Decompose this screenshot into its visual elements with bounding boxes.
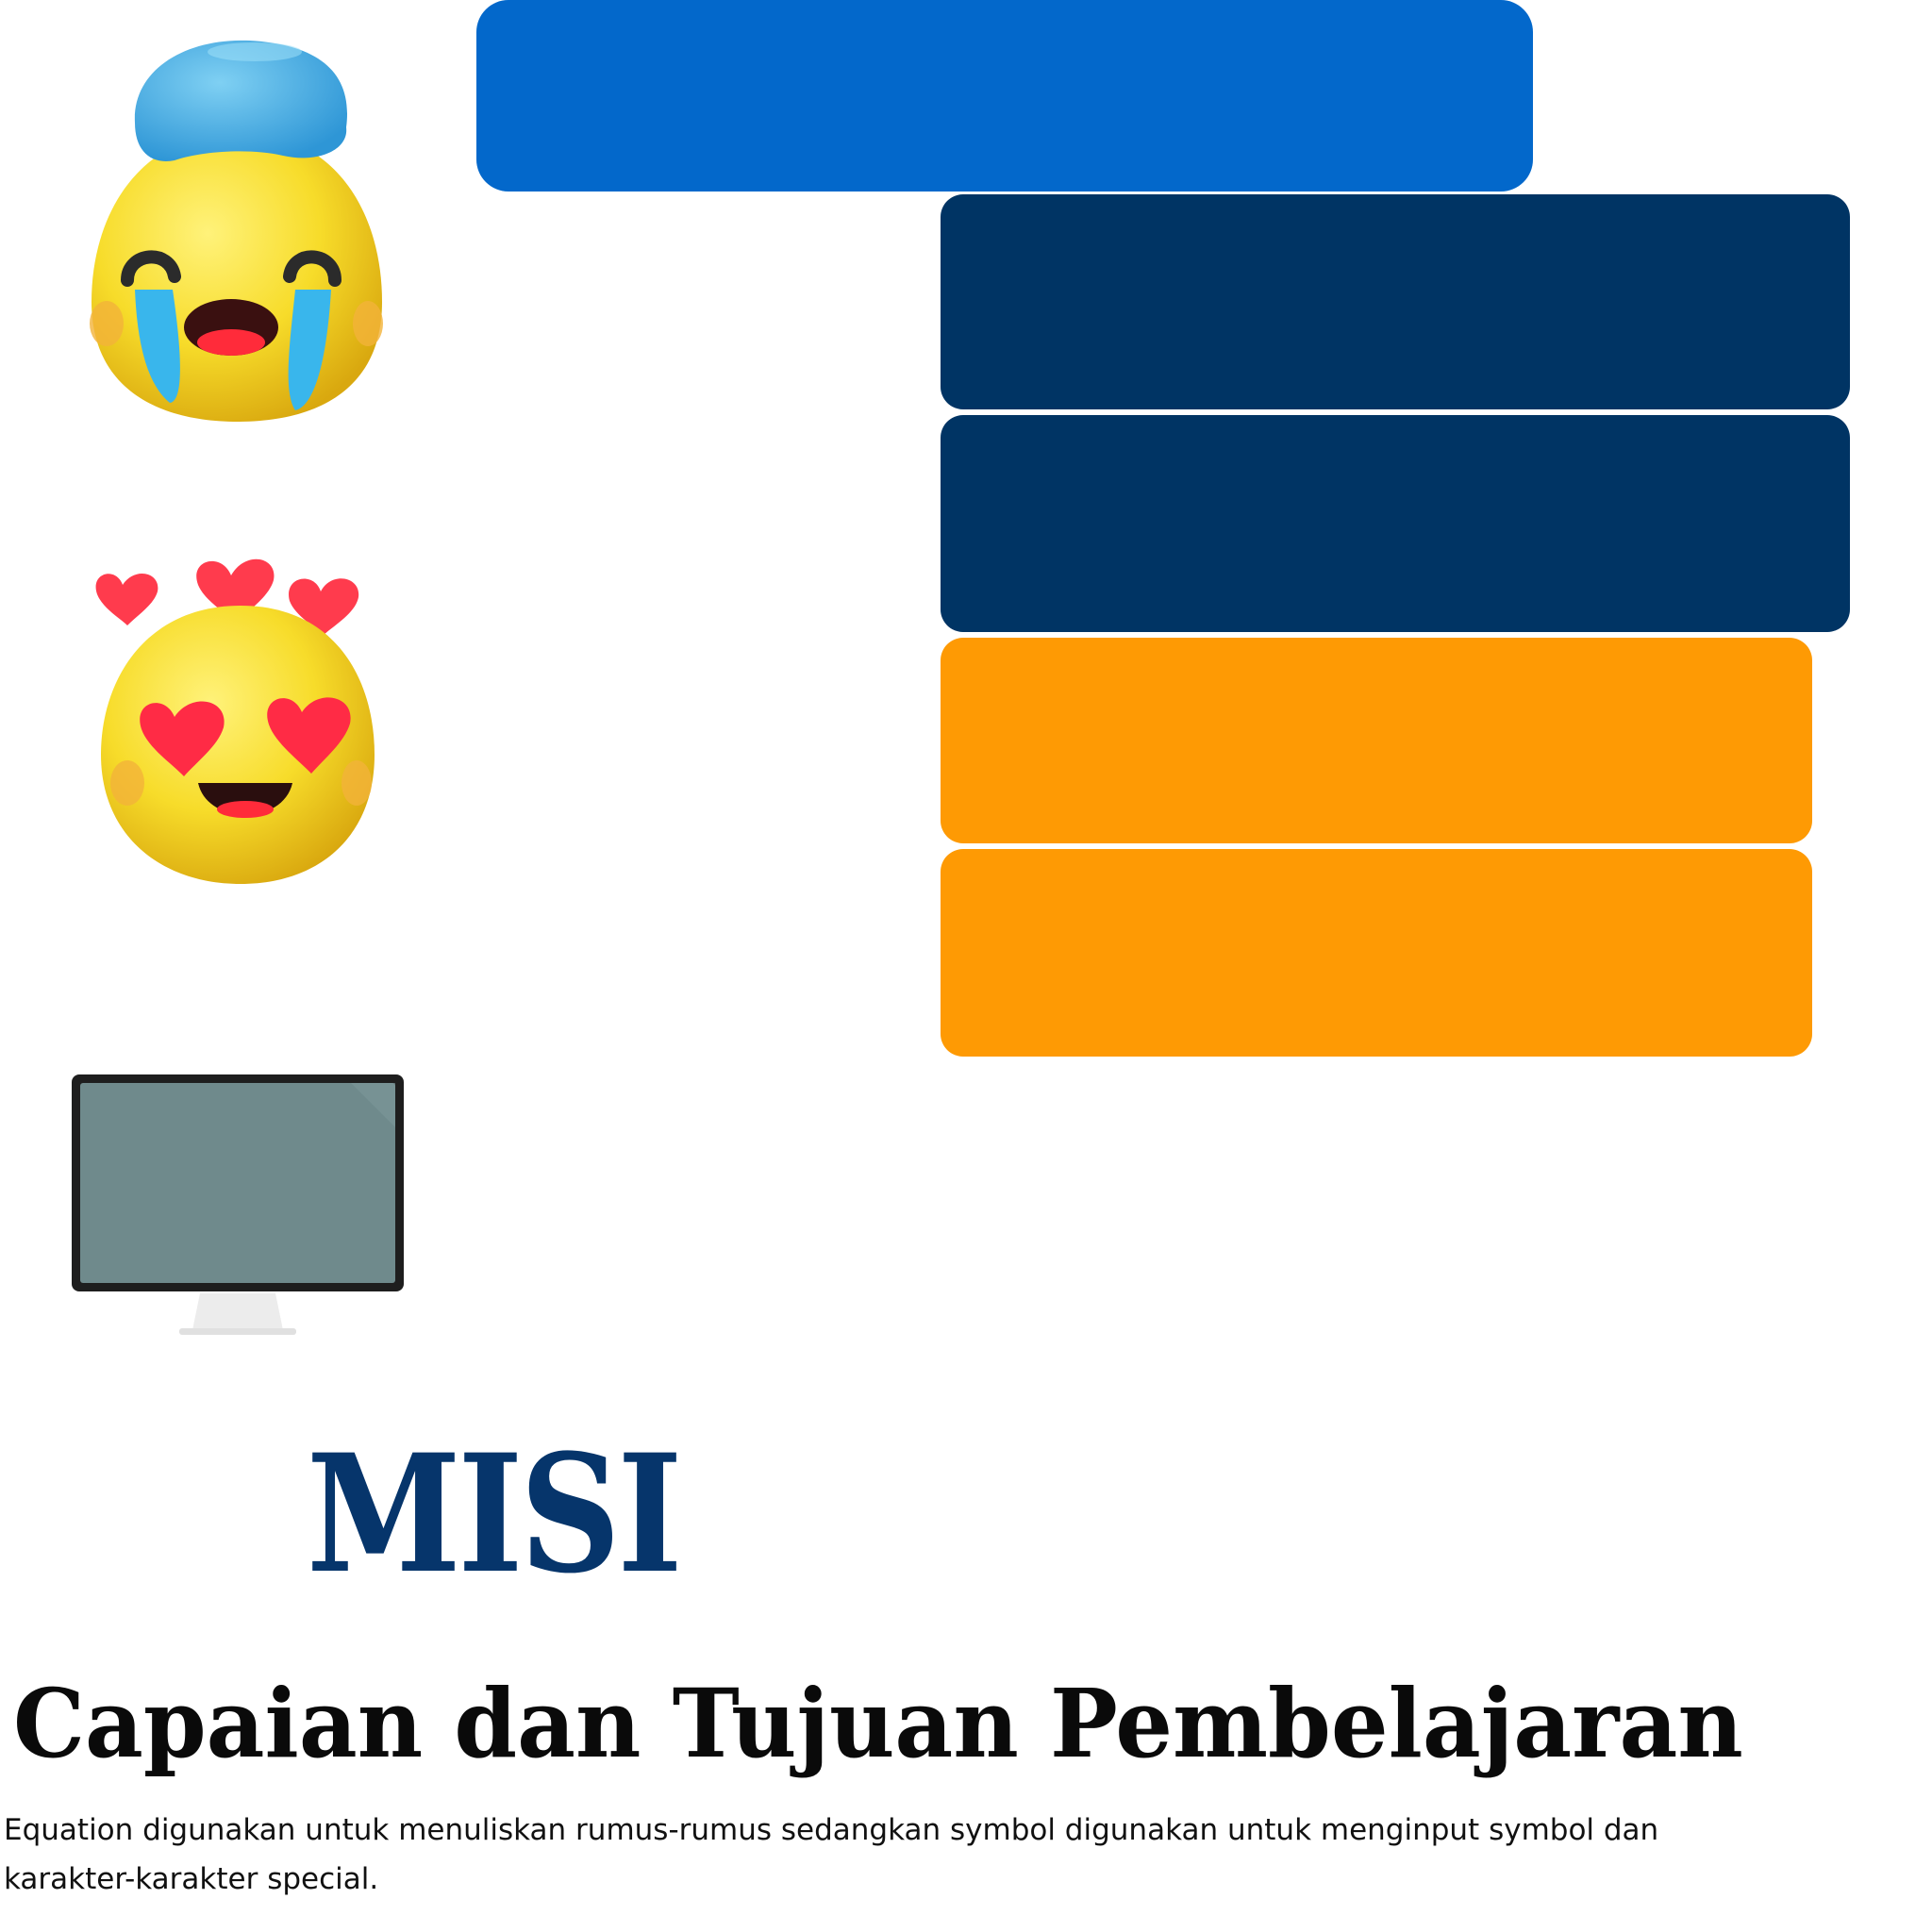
banner-bar-orange-2	[941, 849, 1812, 1057]
banner-bar-blue	[476, 0, 1533, 192]
heart-eyes-face-icon	[95, 558, 375, 884]
banner-bar-orange-1	[941, 638, 1812, 843]
page-title: Capaian dan Tujuan Pembelajaran	[13, 1668, 1743, 1779]
description-text: Equation digunakan untuk menuliskan rumu…	[4, 1813, 1659, 1896]
misi-heading: MISI	[307, 1418, 683, 1609]
banner-bar-navy-1	[941, 194, 1850, 409]
monitor-icon	[72, 1074, 404, 1335]
banner-bar-navy-2	[941, 415, 1850, 632]
crying-face-with-cap-icon	[90, 40, 383, 422]
